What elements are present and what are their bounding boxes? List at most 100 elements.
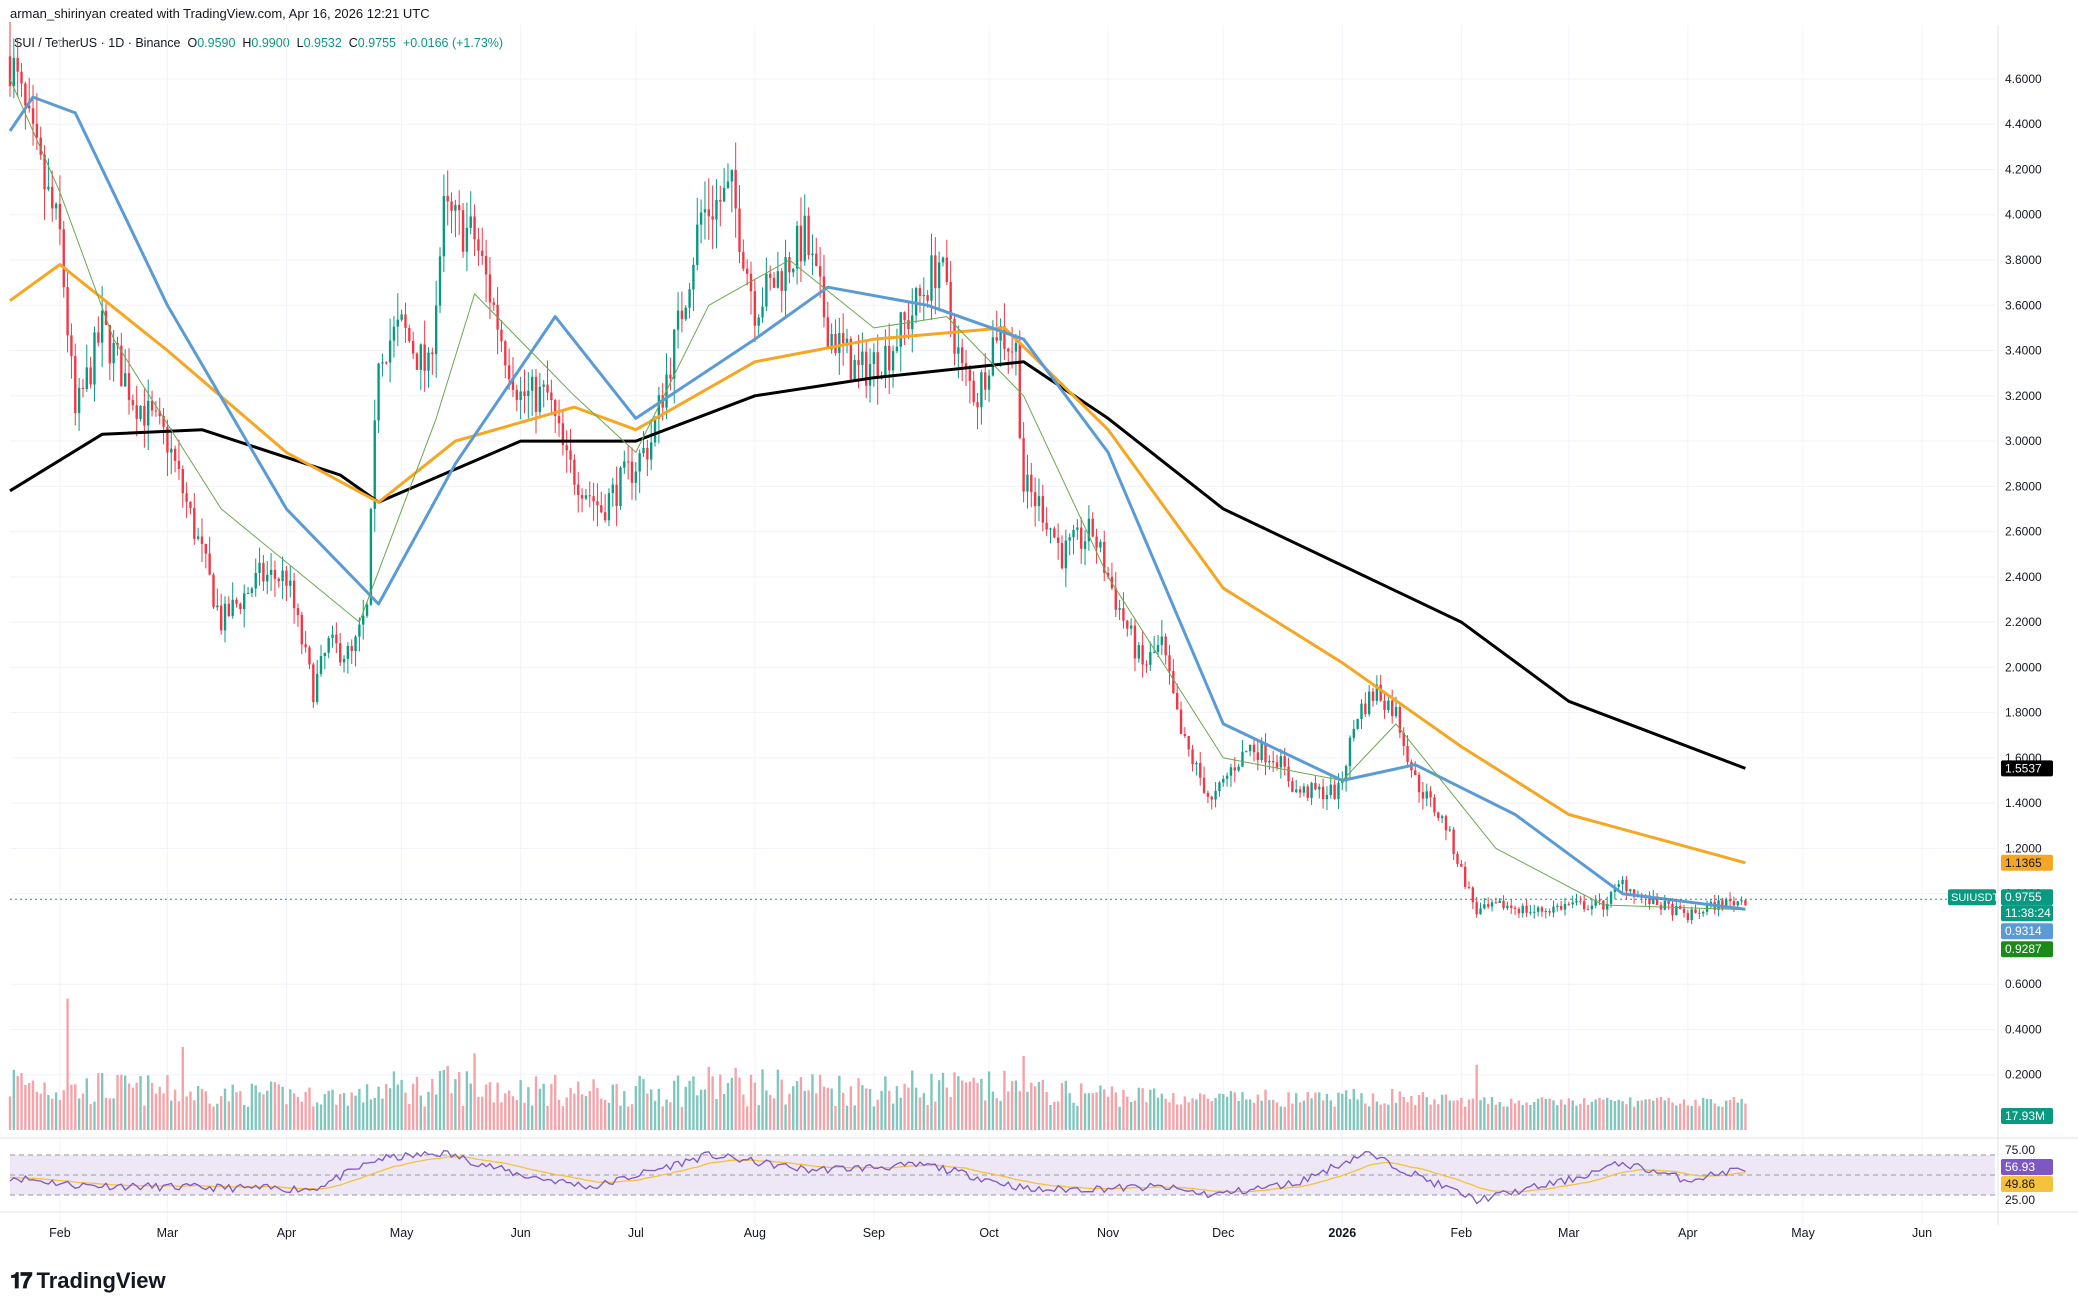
volume-bar [811,1074,814,1130]
candle-body [884,345,887,378]
x-tick-label: May [390,1226,414,1240]
candle-body [243,593,246,610]
volume-bar [550,1083,553,1130]
volume-bar [1594,1099,1597,1130]
volume-bar [711,1076,714,1130]
volume-bar [1003,1070,1006,1130]
candle-body [1141,645,1144,665]
candle-body [999,326,1002,341]
candle-body [93,332,96,385]
x-tick-label: Oct [979,1226,999,1240]
candle-body [1080,527,1083,549]
candle-body [1003,326,1006,349]
volume-bar [1444,1094,1448,1130]
candle-body [181,469,184,494]
candle-body [1241,751,1244,767]
candle-body [1318,786,1321,790]
candle-body [1302,786,1306,793]
volume-bar [1659,1096,1663,1130]
volume-bar [1609,1099,1613,1130]
y-tick-label: 1.2000 [2005,841,2042,855]
volume-bar [404,1092,407,1130]
volume-bar [1571,1100,1574,1130]
candle-body [511,379,515,390]
volume-bar [1133,1100,1137,1130]
volume-bar [772,1098,776,1130]
volume-bar [319,1104,323,1130]
volume-bar [757,1105,760,1130]
candle-body [135,405,138,419]
volume-bar [1179,1104,1183,1130]
candle-body [97,332,100,343]
last-price-tag-text: 0.9755 [2005,890,2042,904]
candle-body [1609,891,1613,904]
volume-bar [826,1087,829,1130]
volume-bar [776,1069,780,1130]
candle-body [1498,900,1501,904]
candle-body [365,604,369,616]
candle-body [1337,783,1340,799]
rsi-line [9,1149,1746,1205]
volume-bar [1398,1091,1402,1130]
candle-body [715,199,718,220]
candle-body [960,347,964,364]
volume-bar [1076,1105,1079,1130]
candle-body [1118,608,1121,610]
candle-body [596,501,599,506]
candle-body [327,638,330,653]
volume-bar [147,1075,150,1130]
volume-bar [726,1082,730,1130]
volume-bar [1256,1094,1260,1130]
volume-bar [1310,1098,1313,1130]
candle-body [1210,796,1213,800]
volume-bar [243,1105,246,1130]
candle-body [1475,902,1478,915]
volume-bar [934,1101,937,1130]
volume-bar [262,1094,265,1130]
candle-body [734,169,737,209]
volume-bar [365,1084,369,1130]
price-chart[interactable]: 4.6000 4.4000 4.2000 4.0000 3.8000 3.6000 3.40… [0,0,2078,1260]
candle-body [446,195,449,202]
volume-bar [461,1105,465,1130]
volume-bar [1632,1106,1636,1130]
volume-bar [1229,1091,1233,1130]
y-tick-label: 2.6000 [2005,525,2042,539]
volume-bar [1502,1106,1505,1130]
volume-bar [1529,1105,1532,1130]
candle-body [818,266,822,277]
y-tick-label: 0.4000 [2005,1022,2042,1036]
candle-body [108,324,112,364]
symbol-pair[interactable]: SUI / TetherUS · 1D · Binance [14,36,181,50]
volume-bar [277,1084,280,1130]
candle-body [1156,644,1160,652]
volume-bar [1732,1097,1736,1130]
volume-bar [1736,1102,1739,1130]
candle-body [1375,684,1379,701]
candle-body [1579,900,1582,902]
volume-bar [1095,1092,1098,1130]
volume-bar [1490,1097,1494,1130]
candle-body [795,225,799,269]
volume-bar [1137,1087,1140,1130]
tradingview-logo: 𝟏𝟕 TradingView [10,1268,166,1294]
candle-body [1248,744,1252,752]
volume-bar [661,1106,664,1130]
candle-body [1540,907,1544,912]
volume-bar [1640,1100,1643,1130]
x-tick-label: Apr [277,1226,296,1240]
volume-bar [884,1076,887,1130]
volume-bar [703,1089,707,1130]
volume-bar [1506,1106,1509,1130]
volume-bar [339,1094,342,1130]
candle-body [1172,671,1175,694]
volume-bar [1544,1099,1547,1130]
volume-bar [66,998,69,1130]
volume-value-tag: 17.93M [2001,1108,2053,1124]
candle-body [1559,905,1563,910]
ma-black-value-tag-text: 1.5537 [2005,761,2042,775]
volume-bar [500,1102,503,1130]
volume-bar [888,1090,891,1130]
candle-body [868,364,872,386]
volume-bar [1410,1095,1413,1130]
